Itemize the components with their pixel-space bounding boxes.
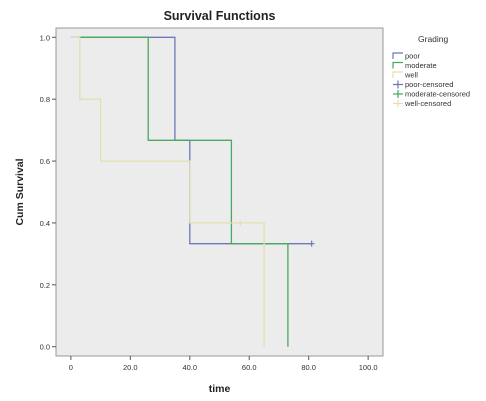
y-tick-label: 0.2 [40,281,50,290]
series-layer [70,36,315,347]
legend-marker-poor [392,52,403,59]
legend-items: poormoderatewellpoor-censoredmoderate-ce… [392,52,470,108]
legend-label-well-censored: well-censored [404,99,451,108]
series-line-moderate [76,36,289,347]
y-axis-label: Cum Survival [14,158,26,225]
censored-mark-well [237,219,244,226]
legend-marker-moderate [392,61,403,69]
x-tick-label: 20.0 [123,363,138,372]
x-tick-label: 100.0 [359,363,378,372]
y-tick-label: 0.0 [40,343,50,352]
legend-marker-moderate-censored [393,90,403,98]
chart-title: Survival Functions [164,9,276,23]
plot-area [55,27,384,357]
legend-marker-poor-censored [393,80,403,89]
y-tick-label: 1.0 [40,33,50,42]
y-tick-label: 0.6 [40,157,50,166]
x-tick-label: 60.0 [242,363,257,372]
legend-label-poor: poor [405,52,421,61]
legend-label-poor-censored: poor-censored [405,80,453,89]
x-tick-label: 0 [69,363,73,372]
legend-marker-well-censored [393,99,403,108]
y-tick-label: 0.8 [40,95,50,104]
censored-mark-poor [308,240,315,247]
x-axis-ticks: 0 20.0 40.0 60.0 80.0 100.0 [69,356,378,372]
legend-title: Grading [418,34,449,44]
legend-label-moderate-censored: moderate-censored [405,90,470,99]
x-tick-label: 40.0 [182,363,197,372]
x-tick-label: 80.0 [301,363,316,372]
legend-label-moderate: moderate [405,61,437,70]
y-tick-label: 0.4 [40,219,50,228]
legend: Grading poormoderatewellpoor-censoredmod… [392,34,470,108]
x-axis-label: time [209,383,231,395]
y-axis-ticks: 0.0 0.2 0.4 0.6 0.8 1.0 [40,33,56,352]
legend-marker-well [392,71,403,78]
legend-label-well: well [404,71,418,80]
